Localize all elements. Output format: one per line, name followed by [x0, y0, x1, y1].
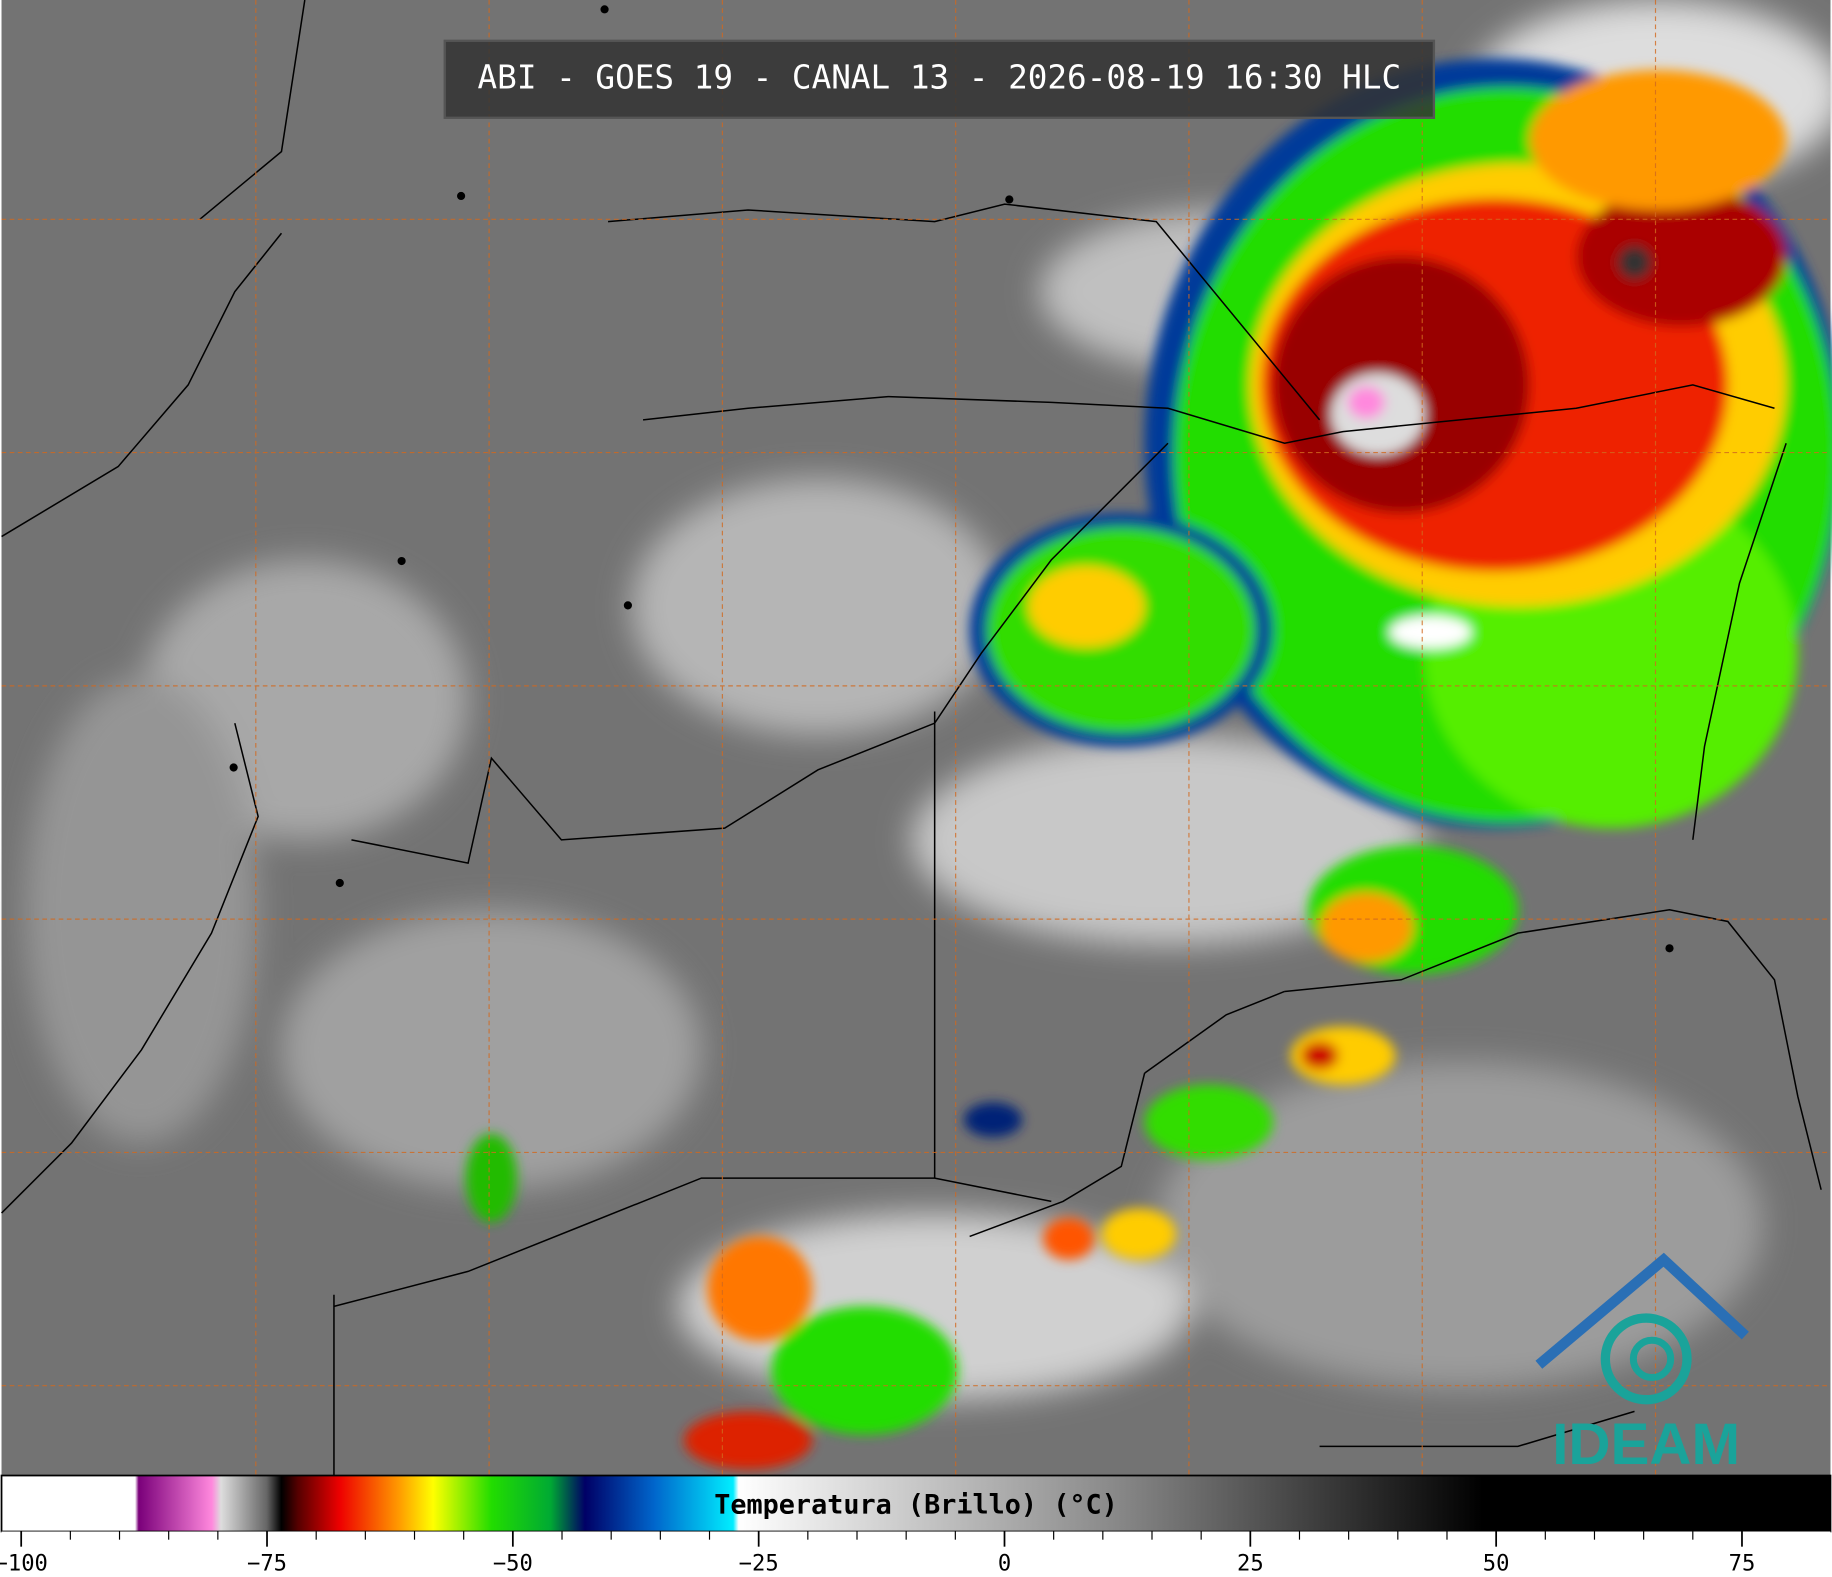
tick-label: −100	[0, 1551, 48, 1577]
city-dots	[229, 5, 1674, 953]
tick-label: −50	[493, 1551, 533, 1577]
tick-area	[1, 1531, 1831, 1577]
tick-label: −25	[739, 1551, 779, 1577]
tick-label: −75	[247, 1551, 287, 1577]
colorbar	[0, 1474, 1832, 1533]
tick-label: 25	[1237, 1551, 1264, 1577]
logo: IDEAM	[1535, 1252, 1749, 1477]
title-box	[443, 39, 1436, 119]
title: ABI - GOES 19 - CANAL 13 - 2026-08-19 16…	[478, 58, 1402, 96]
tick-label: 75	[1729, 1551, 1756, 1577]
colorbar-ticks: −100 −75 −50 −25 0 25 50 75	[0, 1531, 1756, 1577]
tick-label: 0	[998, 1551, 1011, 1577]
borders	[0, 0, 1822, 1476]
graticule	[1, 0, 1831, 1476]
tick-label: 50	[1483, 1551, 1510, 1577]
logo-text: IDEAM	[1552, 1412, 1740, 1477]
colorbar-label: Temperatura (Brillo) (°C)	[714, 1489, 1118, 1520]
